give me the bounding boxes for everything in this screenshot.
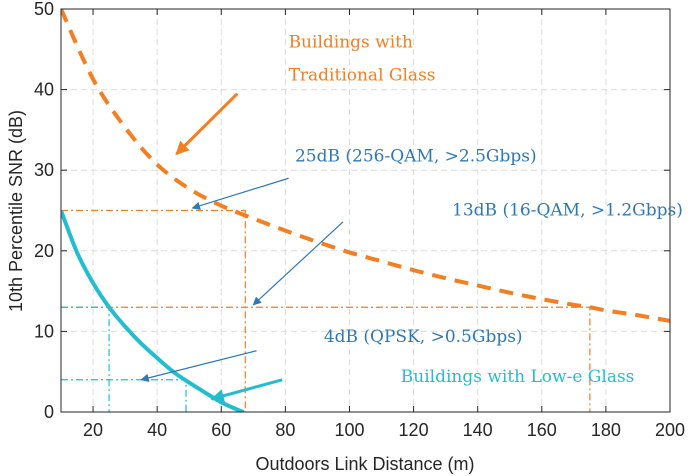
x-tick-label-120: 120: [399, 420, 429, 440]
arrow-25: [191, 177, 289, 210]
series-low-e-glass: [61, 209, 245, 412]
x-tick-label-180: 180: [591, 420, 621, 440]
annotation-snr4: 4dB (QPSK, >0.5Gbps): [324, 327, 523, 347]
annotation-trad-line2: Traditional Glass: [289, 66, 436, 86]
arrow-13: [252, 221, 344, 306]
y-tick-label-10: 10: [34, 321, 54, 341]
reference-line-4: [61, 379, 187, 412]
annotations: Buildings with Traditional Glass 25dB (256…: [289, 33, 683, 387]
reference-line-3: [61, 306, 110, 412]
annotation-arrows: [140, 92, 344, 403]
x-tick-label-60: 60: [211, 420, 231, 440]
annotation-trad-line1: Buildings with: [289, 33, 413, 53]
y-axis-label: 10th Percentile SNR (dB): [6, 110, 26, 312]
x-tick-label-160: 160: [527, 420, 557, 440]
x-tick-label-200: 200: [655, 420, 685, 440]
x-tick-label-100: 100: [334, 420, 364, 440]
annotation-snr25: 25dB (256-QAM, >2.5Gbps): [295, 146, 537, 166]
x-axis-label: Outdoors Link Distance (m): [255, 454, 474, 474]
plot-frame: [60, 8, 671, 413]
y-tick-label-20: 20: [34, 241, 54, 261]
y-axis-ticks: 0 10 20 30 40 50: [34, 0, 670, 422]
x-axis-ticks: 20 40 60 80 100 120 140 160 180 200: [83, 9, 685, 440]
reference-line-1: [61, 209, 246, 412]
x-tick-label-140: 140: [463, 420, 493, 440]
y-tick-label-0: 0: [44, 402, 54, 422]
series-traditional-glass: [61, 9, 670, 323]
annotation-lowe: Buildings with Low-e Glass: [401, 367, 635, 387]
y-tick-label-50: 50: [34, 0, 54, 19]
x-tick-label-40: 40: [147, 420, 167, 440]
x-tick-label-20: 20: [83, 420, 103, 440]
y-tick-label-30: 30: [34, 160, 54, 180]
arrow-trad: [175, 92, 239, 156]
annotation-snr13: 13dB (16-QAM, >1.2Gbps): [452, 200, 683, 220]
arrow-4: [140, 350, 257, 382]
x-tick-label-80: 80: [275, 420, 295, 440]
arrow-lowe: [210, 378, 283, 403]
reference-line-2: [61, 306, 591, 412]
y-tick-label-40: 40: [34, 80, 54, 100]
